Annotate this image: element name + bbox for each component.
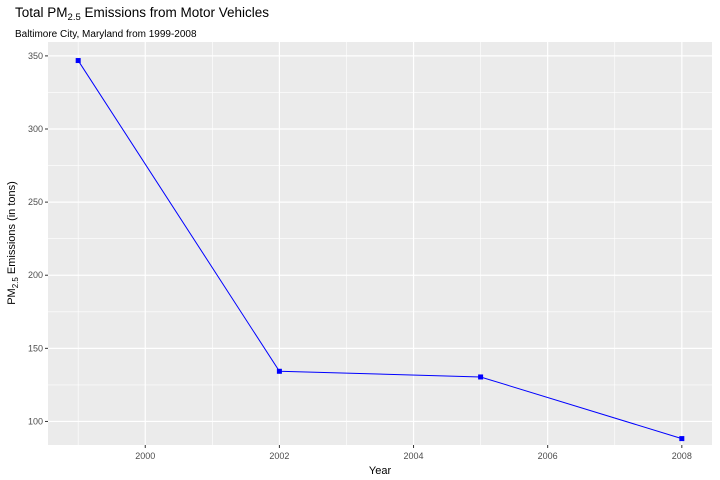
series-emissions [75, 58, 685, 442]
series-line [77, 60, 682, 440]
x-tick-label: 2006 [538, 451, 558, 461]
data-point [679, 436, 685, 442]
data-point [478, 374, 484, 380]
x-tick-label: 2002 [269, 451, 289, 461]
y-tick-label: 200 [28, 270, 43, 280]
major-gridlines [48, 42, 712, 445]
minor-gridlines [48, 42, 712, 445]
x-tick-label: 2004 [404, 451, 424, 461]
y-tick-label: 350 [28, 51, 43, 61]
y-tick-label: 250 [28, 197, 43, 207]
data-point [75, 58, 81, 64]
plot-panel [48, 42, 712, 445]
y-tick-label: 150 [28, 343, 43, 353]
y-tick-label: 100 [28, 416, 43, 426]
x-tick-label: 2000 [135, 451, 155, 461]
y-axis-title: PM2.5 Emissions (in tons) [6, 181, 20, 305]
x-tick-label: 2008 [672, 451, 692, 461]
chart-title: Total PM2.5 Emissions from Motor Vehicle… [15, 5, 269, 23]
x-axis-title: Year [369, 465, 392, 477]
y-axis: 100 150 200 250 300 350 [28, 51, 48, 426]
x-axis: 2000 2002 2004 2006 2008 [135, 445, 692, 461]
chart-subtitle: Baltimore City, Maryland from 1999-2008 [15, 29, 197, 40]
data-point [276, 368, 282, 374]
y-tick-label: 300 [28, 124, 43, 134]
